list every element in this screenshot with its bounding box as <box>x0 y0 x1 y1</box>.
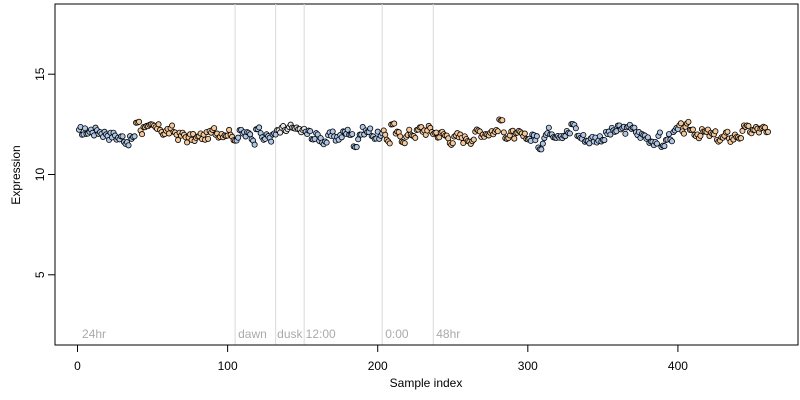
data-point <box>175 136 182 143</box>
x-axis: 0 100 200 300 400 <box>74 344 688 373</box>
x-axis-label: Sample index <box>390 376 463 390</box>
data-point <box>412 134 419 141</box>
data-point <box>406 126 413 133</box>
data-point <box>82 125 89 132</box>
data-point <box>745 123 752 130</box>
data-point <box>533 133 540 140</box>
data-point <box>307 128 314 135</box>
y-tick-label: 5 <box>33 271 47 278</box>
group-label: 24hr <box>82 327 106 341</box>
data-point <box>689 126 696 133</box>
data-point <box>622 130 629 137</box>
group-label: 48hr <box>436 327 460 341</box>
data-point <box>169 122 176 129</box>
data-point <box>382 131 389 138</box>
group-label: 0:00 <box>385 327 409 341</box>
data-point <box>668 138 675 145</box>
data-point <box>601 137 608 144</box>
data-point <box>724 128 731 135</box>
group-labels: 24hr dawn dusk 12:00 0:00 48hr <box>82 327 460 341</box>
data-point <box>136 118 143 125</box>
data-point <box>470 136 477 143</box>
data-point <box>764 128 771 135</box>
data-point <box>205 135 212 142</box>
data-point <box>737 135 744 142</box>
group-label: dusk <box>277 327 303 341</box>
data-points <box>76 116 771 153</box>
data-point <box>449 140 456 147</box>
data-point <box>268 138 275 145</box>
data-point <box>344 126 351 133</box>
data-point <box>329 128 336 135</box>
y-axis-label: Expression <box>9 145 23 204</box>
data-point <box>685 118 692 125</box>
data-point <box>494 128 501 135</box>
x-tick-label: 100 <box>218 359 238 373</box>
data-point <box>545 124 552 131</box>
data-point <box>644 134 651 141</box>
x-tick-label: 400 <box>668 359 688 373</box>
data-point <box>607 131 614 138</box>
x-tick-label: 300 <box>518 359 538 373</box>
data-point <box>125 142 132 149</box>
y-tick-label: 10 <box>33 168 47 182</box>
data-point <box>353 144 360 151</box>
data-point <box>566 130 573 137</box>
data-point <box>401 140 408 147</box>
data-point <box>211 125 218 132</box>
data-point <box>511 135 518 142</box>
data-point <box>539 140 546 147</box>
data-point <box>323 139 330 146</box>
data-point <box>338 134 345 141</box>
data-point <box>235 134 242 141</box>
data-point <box>653 140 660 147</box>
data-point <box>521 130 528 137</box>
data-point <box>367 125 374 132</box>
y-axis: 5 10 15 <box>33 67 56 278</box>
data-point <box>226 126 233 133</box>
data-point <box>119 133 126 140</box>
data-point <box>538 146 545 153</box>
x-tick-label: 200 <box>368 359 388 373</box>
x-tick-label: 0 <box>74 359 81 373</box>
data-point <box>580 131 587 138</box>
data-point <box>190 131 197 138</box>
data-point <box>677 120 684 127</box>
data-point <box>697 132 704 139</box>
data-point <box>139 131 146 138</box>
data-point <box>247 131 254 138</box>
data-point <box>391 120 398 127</box>
data-point <box>256 124 263 131</box>
group-label: 12:00 <box>306 327 336 341</box>
data-point <box>656 129 663 136</box>
y-tick-label: 15 <box>33 67 47 81</box>
group-label: dawn <box>238 327 267 341</box>
group-dividers <box>234 4 434 345</box>
data-point <box>386 140 393 147</box>
data-point <box>661 143 668 150</box>
data-point <box>739 127 746 134</box>
data-point <box>349 131 356 138</box>
plot-frame <box>54 3 799 346</box>
data-point <box>680 130 687 137</box>
data-point <box>712 128 719 135</box>
data-point <box>397 133 404 140</box>
data-point <box>500 129 507 136</box>
data-point <box>155 121 162 128</box>
data-point <box>131 133 138 140</box>
data-point <box>251 141 258 148</box>
data-point <box>499 117 506 124</box>
data-point <box>572 125 579 132</box>
